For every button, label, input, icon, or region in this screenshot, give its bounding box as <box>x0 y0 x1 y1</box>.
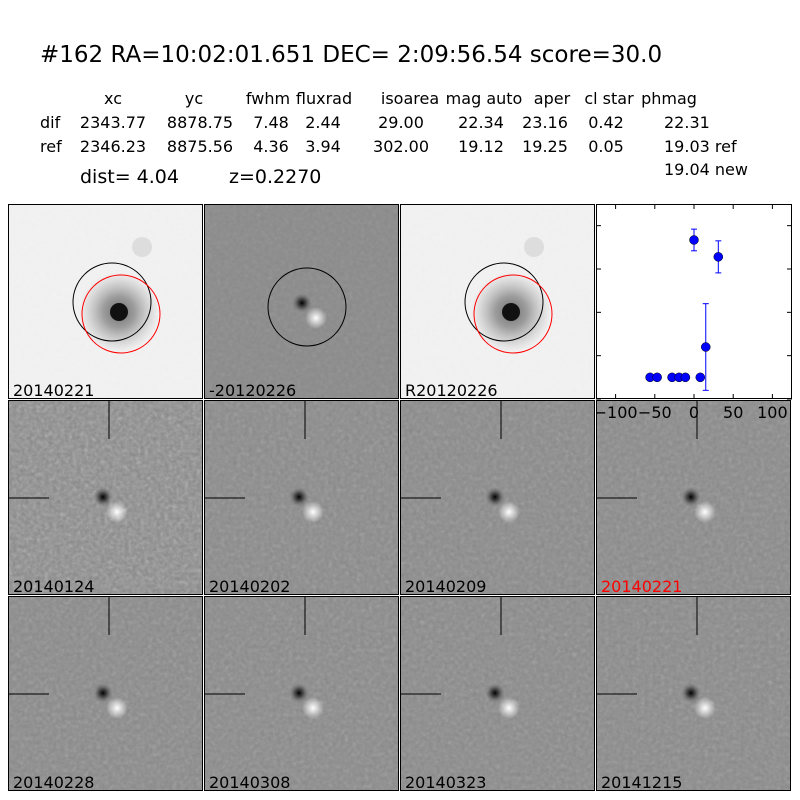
stamp-epoch: 20141215 <box>596 596 791 791</box>
stamp-epoch: 20140221 <box>596 400 791 595</box>
data-point <box>713 252 724 262</box>
table-cell: 19.12 <box>458 137 504 156</box>
stamp-date-label: 20140308 <box>209 773 291 791</box>
stamp-date-label: 20141215 <box>601 773 683 791</box>
detection-circle <box>473 274 553 354</box>
detection-circle <box>81 274 161 354</box>
stamp-epoch-noisy: 20140124 <box>8 400 203 595</box>
redshift-text: z=0.2270 <box>229 166 322 188</box>
stamp-epoch: 20140228 <box>8 596 203 791</box>
column-header: phmag <box>641 89 697 108</box>
x-tick-label: −100 <box>596 403 638 422</box>
table-cell: 23.16 <box>522 113 568 132</box>
table-cell: 19.25 <box>522 137 568 156</box>
stamp-epoch: 20140202 <box>204 400 399 595</box>
column-header: aper <box>533 89 571 108</box>
column-header: xc <box>104 89 122 108</box>
column-header: fluxrad <box>295 89 353 108</box>
stamp-date-label: R20120226 <box>405 381 498 399</box>
column-header: fwhm <box>245 89 291 108</box>
ref-circle <box>267 267 347 347</box>
stamp-ref: R20120226 <box>400 204 595 399</box>
phmag-new: 19.04 new <box>664 160 748 179</box>
column-header: cl star <box>584 89 634 108</box>
stamp-new: 20140221 <box>8 204 203 399</box>
row-label: ref <box>40 137 62 156</box>
stamp-date-label: -20120226 <box>209 381 297 399</box>
stamp-date-label: 20140323 <box>405 773 487 791</box>
table-cell: 3.94 <box>305 137 341 156</box>
table-cell: 22.31 <box>664 113 710 132</box>
ref-circle <box>72 262 152 342</box>
stamp-date-label: 20140124 <box>13 577 95 595</box>
data-point <box>701 342 711 352</box>
table-cell: 8875.56 <box>166 137 234 156</box>
column-header: mag auto <box>445 89 523 108</box>
stamp-date-label: 20140221 <box>13 381 95 399</box>
x-tick-label: 50 <box>723 403 743 422</box>
x-tick-label: −50 <box>638 403 672 422</box>
stamp-epoch: 20140209 <box>400 400 595 595</box>
table-cell: 2346.23 <box>79 137 147 156</box>
column-header: isoarea <box>380 89 440 108</box>
data-point <box>689 235 699 245</box>
table-cell: 302.00 <box>373 137 429 156</box>
stamp-epoch: 20140308 <box>204 596 399 791</box>
table-cell: 2343.77 <box>79 113 147 132</box>
stamp-date-label: 20140202 <box>209 577 291 595</box>
data-point <box>652 372 662 383</box>
table-cell: 7.48 <box>253 113 289 132</box>
stamp-diff: -20120226 <box>204 204 399 399</box>
dist-text: dist= 4.04 <box>80 166 179 188</box>
table-cell: 0.05 <box>588 137 624 156</box>
column-header: yc <box>184 89 204 108</box>
stamp-date-label: 20140228 <box>13 773 95 791</box>
table-cell: 19.03 ref <box>664 137 737 156</box>
stamp-date-label: 20140221 <box>601 577 683 595</box>
row-label: dif <box>40 113 61 132</box>
table-cell: 29.00 <box>378 113 424 132</box>
x-tick-label: 100 <box>757 403 788 422</box>
ref-circle <box>464 262 544 342</box>
table-cell: 22.34 <box>458 113 504 132</box>
table-cell: 2.44 <box>305 113 341 132</box>
x-tick-label: 0 <box>689 403 699 422</box>
table-cell: 4.36 <box>253 137 289 156</box>
stamp-date-label: 20140209 <box>405 577 487 595</box>
stamp-epoch: 20140323 <box>400 596 595 791</box>
table-cell: 0.42 <box>588 113 624 132</box>
page-title: #162 RA=10:02:01.651 DEC= 2:09:56.54 sco… <box>40 42 663 68</box>
data-point <box>695 372 706 383</box>
table-cell: 8878.75 <box>166 113 234 132</box>
data-point <box>680 372 691 383</box>
